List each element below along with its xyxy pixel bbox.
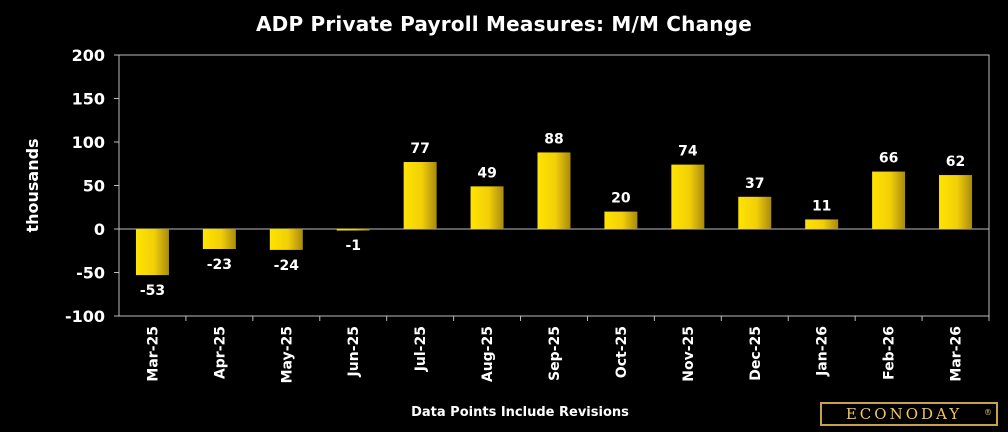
y-axis-title: thousands — [23, 138, 42, 232]
y-tick-label: -100 — [65, 307, 105, 326]
x-category-label: Jan-26 — [815, 326, 831, 377]
bar — [939, 175, 973, 229]
bar — [671, 164, 705, 229]
x-category-label: Mar-25 — [145, 326, 161, 382]
bar — [872, 171, 906, 229]
bar — [135, 229, 169, 276]
econoday-logo: ECONODAY ® — [820, 402, 998, 426]
bar — [336, 229, 370, 231]
x-category-label: Mar-26 — [949, 326, 965, 382]
data-label: -24 — [274, 258, 300, 274]
data-label: 88 — [544, 131, 563, 147]
x-category-label: Aug-25 — [480, 326, 496, 382]
x-category-label: Oct-25 — [614, 326, 630, 378]
x-category-label: Nov-25 — [681, 326, 697, 382]
bar — [403, 162, 437, 229]
data-label: -53 — [140, 283, 165, 299]
bar — [269, 229, 303, 250]
data-label: 77 — [410, 141, 429, 157]
y-tick-label: 0 — [94, 220, 105, 239]
chart-footnote: Data Points Include Revisions — [411, 405, 629, 420]
x-category-label: Dec-25 — [748, 326, 764, 381]
y-tick-label: 150 — [72, 90, 105, 109]
bar — [604, 211, 638, 229]
bar-chart: -100 -50 0 50 100 150 200 thousands -53 Mar-25 -23… — [23, 46, 990, 383]
data-label: 49 — [477, 165, 496, 181]
data-label: 66 — [879, 151, 898, 167]
bar — [805, 219, 839, 229]
x-category-label: May-25 — [279, 326, 295, 383]
data-label: -1 — [345, 238, 361, 254]
x-category-label: Apr-25 — [212, 326, 228, 379]
y-tick-label: 50 — [83, 177, 105, 196]
chart-title: ADP Private Payroll Measures: M/M Change — [255, 12, 753, 36]
data-label: 11 — [812, 198, 831, 214]
data-label: 62 — [946, 154, 965, 170]
y-tick-label: 200 — [72, 46, 105, 65]
logo-registered-mark: ® — [984, 408, 992, 417]
logo-text: ECONODAY — [845, 405, 963, 423]
x-category-label: Sep-25 — [547, 326, 563, 381]
data-label: 37 — [745, 176, 764, 192]
y-tick-label: -50 — [76, 264, 105, 283]
bar — [738, 196, 772, 229]
bar — [202, 229, 236, 250]
data-label: 74 — [678, 144, 698, 160]
x-category-label: Jul-25 — [413, 326, 429, 372]
y-tick-label: 100 — [72, 133, 105, 152]
x-category-label: Feb-26 — [882, 326, 898, 380]
x-category-label: Jun-25 — [346, 326, 362, 377]
bar — [537, 152, 571, 229]
bar — [470, 186, 504, 229]
data-label: 20 — [611, 191, 631, 207]
data-label: -23 — [207, 257, 232, 273]
